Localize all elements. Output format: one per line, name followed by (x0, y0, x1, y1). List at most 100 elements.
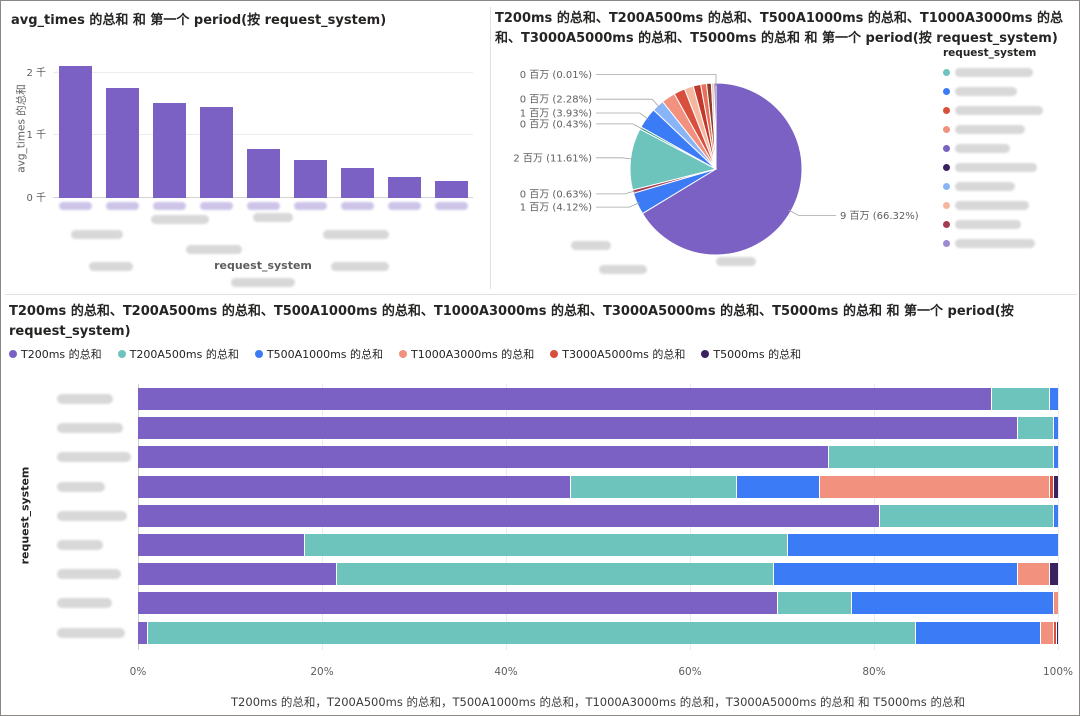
bar-segment[interactable] (138, 475, 571, 498)
stacked-bar-row (138, 563, 1058, 586)
bar-segment[interactable] (1016, 417, 1054, 440)
legend-item[interactable] (943, 106, 1075, 115)
redacted-text (231, 278, 295, 287)
legend-item[interactable] (943, 182, 1075, 191)
bar[interactable] (341, 167, 374, 198)
bar-segment[interactable] (1053, 621, 1057, 644)
bar-segment[interactable] (1016, 563, 1049, 586)
legend-item[interactable]: T1000A3000ms 的总和 (399, 346, 534, 362)
redacted-category-label (57, 539, 103, 550)
bar-segment[interactable] (1048, 563, 1058, 586)
bar-segment[interactable] (570, 475, 736, 498)
legend-item[interactable] (943, 239, 1075, 248)
redacted-text (253, 213, 293, 222)
redacted-category-label (57, 423, 123, 434)
legend-item[interactable] (943, 87, 1075, 96)
category-label-slot (57, 446, 135, 468)
redacted-legend-label (955, 68, 1033, 77)
bar-segment[interactable] (138, 446, 828, 469)
redacted-category-label (57, 481, 105, 492)
redacted-text (71, 230, 123, 239)
legend-item[interactable]: T500A1000ms 的总和 (254, 346, 383, 362)
x-axis-tick-label: 80% (862, 666, 886, 678)
legend-item[interactable] (943, 144, 1075, 153)
bar-segment[interactable] (1053, 504, 1058, 527)
legend-color-dot (943, 126, 950, 133)
bar[interactable] (59, 66, 92, 198)
bar-segment[interactable] (1048, 475, 1054, 498)
legend-item[interactable] (943, 201, 1075, 210)
bar[interactable] (294, 160, 327, 198)
bar-segment[interactable] (138, 621, 148, 644)
bar-segment[interactable] (990, 388, 1049, 410)
pie-label-leader-line (596, 73, 717, 86)
bar[interactable] (200, 107, 233, 198)
bar-segment[interactable] (138, 504, 879, 527)
bar-segment[interactable] (850, 592, 1054, 615)
bar-segment[interactable] (1053, 592, 1058, 615)
bar-chart-title: avg_times 的总和 和 第一个 period(按 request_sys… (11, 13, 387, 28)
legend-item[interactable]: T3000A5000ms 的总和 (550, 346, 685, 362)
stacked-bar-row (138, 621, 1058, 644)
bar-segment[interactable] (915, 621, 1040, 644)
x-axis-tick-label: 20% (310, 666, 334, 678)
bar-segment[interactable] (828, 446, 1054, 469)
bar-segment[interactable] (1053, 475, 1058, 498)
bar[interactable] (388, 177, 421, 198)
stacked-legend: T200ms 的总和 T200A500ms 的总和 T500A1000ms 的总和 T… (9, 346, 801, 362)
bar-segment[interactable] (777, 592, 851, 615)
bar-segment[interactable] (138, 388, 991, 410)
pie-data-label: 0 百万 (0.43%) (520, 118, 592, 130)
bar-segment[interactable] (772, 563, 1017, 586)
bar-segment[interactable] (138, 563, 336, 586)
redacted-legend-label (955, 106, 1043, 115)
stacked-bar-row (138, 417, 1058, 440)
redacted-legend-label (955, 125, 1025, 134)
category-label-slot (57, 592, 135, 614)
bar-series (59, 57, 473, 198)
legend-label: T200ms 的总和 (21, 348, 102, 361)
legend-color-dot (254, 350, 263, 358)
bar-segment[interactable] (147, 621, 916, 644)
bar[interactable] (153, 102, 186, 198)
redacted-text (186, 245, 242, 254)
bar-segment[interactable] (786, 533, 1058, 556)
legend-color-dot (550, 350, 559, 358)
bar-segment[interactable] (138, 417, 1017, 440)
bar-segment[interactable] (1048, 388, 1058, 410)
bar-segment[interactable] (735, 475, 819, 498)
bar-segment[interactable] (303, 533, 787, 556)
bar-segment[interactable] (138, 533, 304, 556)
bar-segment[interactable] (1053, 446, 1058, 469)
redacted-category-label (294, 202, 327, 210)
stacked-rows (138, 388, 1058, 651)
bar-segment[interactable] (818, 475, 1049, 498)
legend-item[interactable]: T5000ms 的总和 (701, 346, 801, 362)
legend-item[interactable]: T200ms 的总和 (9, 346, 102, 362)
bar-segment[interactable] (1056, 621, 1058, 644)
pie-data-label: 9 百万 (66.32%) (840, 210, 919, 222)
pie-legend-items (943, 68, 1075, 248)
legend-item[interactable] (943, 68, 1075, 77)
pie-label-leader-line (596, 98, 660, 108)
legend-item[interactable] (943, 125, 1075, 134)
panel-divider (490, 7, 491, 289)
legend-color-dot (943, 240, 950, 247)
bar[interactable] (247, 148, 280, 198)
pie-legend-title: request_system (943, 47, 1037, 59)
bar-segment[interactable] (1039, 621, 1054, 644)
gridline (1058, 384, 1059, 650)
legend-item[interactable]: T200A500ms 的总和 (117, 346, 239, 362)
bar[interactable] (106, 87, 139, 198)
redacted-category-label (388, 202, 421, 210)
bar-segment[interactable] (878, 504, 1054, 527)
y-axis-tick-label: 2 千 (26, 67, 46, 79)
legend-item[interactable] (943, 163, 1075, 172)
bar-segment[interactable] (335, 563, 773, 586)
legend-item[interactable] (943, 220, 1075, 229)
x-axis-tick-label: 100% (1042, 666, 1074, 678)
bar-segment[interactable] (138, 592, 778, 615)
legend-label: T1000A3000ms 的总和 (411, 348, 535, 361)
bar[interactable] (435, 181, 468, 198)
bar-segment[interactable] (1053, 417, 1058, 440)
